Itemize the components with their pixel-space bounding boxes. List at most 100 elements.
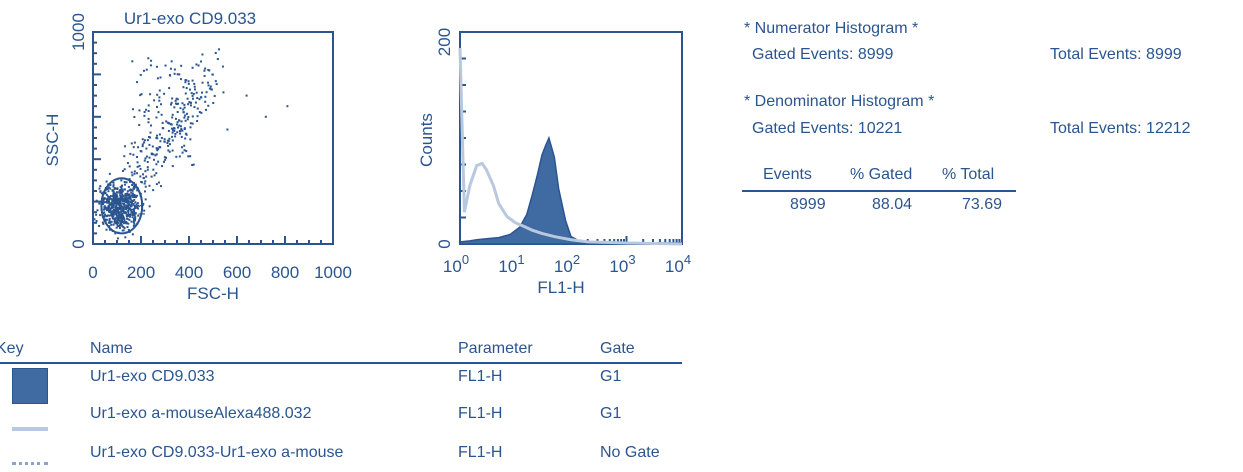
scatter-point <box>171 149 174 152</box>
scatter-point <box>128 165 131 168</box>
scatter-point <box>115 206 118 209</box>
scatter-y-tick-label: 0 <box>69 239 88 248</box>
key-row-1-gate: G1 <box>600 368 622 385</box>
scatter-point <box>105 180 108 183</box>
scatter-point <box>102 222 105 225</box>
scatter-point <box>124 211 127 214</box>
scatter-point <box>140 180 143 183</box>
scatter-point <box>119 216 122 219</box>
scatter-point <box>163 156 166 159</box>
scatter-point <box>118 225 121 228</box>
scatter-point <box>131 174 134 177</box>
scatter-point <box>177 102 180 105</box>
scatter-point <box>120 186 123 189</box>
scatter-point <box>122 208 125 211</box>
scatter-point <box>112 195 115 198</box>
scatter-point <box>112 215 115 218</box>
scatter-point <box>168 137 171 140</box>
scatter-point <box>187 80 190 83</box>
scatter-title: Ur1-exo CD9.033 <box>124 9 256 28</box>
scatter-point <box>123 183 126 186</box>
scatter-point <box>125 214 128 217</box>
scatter-point <box>124 194 127 197</box>
scatter-point <box>126 206 129 209</box>
scatter-point <box>133 170 136 173</box>
scatter-point <box>115 221 118 224</box>
scatter-point <box>130 220 133 223</box>
scatter-point <box>133 205 136 208</box>
scatter-point <box>124 222 127 225</box>
scatter-point <box>120 222 123 225</box>
scatter-point <box>105 209 108 212</box>
numerator-title: * Numerator Histogram * <box>744 20 919 37</box>
scatter-point <box>127 213 130 216</box>
scatter-point <box>144 170 147 173</box>
scatter-point <box>112 185 115 188</box>
scatter-point <box>207 68 210 71</box>
scatter-point <box>201 91 204 94</box>
scatter-point <box>134 216 137 219</box>
scatter-point <box>153 174 156 177</box>
histogram-series <box>458 47 683 246</box>
scatter-point <box>185 133 188 136</box>
scatter-point <box>183 144 186 147</box>
numerator-gated: Gated Events: 8999 <box>752 46 894 63</box>
scatter-point <box>184 119 187 122</box>
scatter-point <box>180 135 183 138</box>
scatter-point <box>128 213 131 216</box>
scatter-point <box>181 151 184 154</box>
scatter-point <box>194 101 197 104</box>
scatter-point <box>155 147 158 150</box>
scatter-point <box>152 158 155 161</box>
scatter-point <box>155 65 158 68</box>
scatter-point <box>135 203 138 206</box>
scatter-point <box>187 115 190 118</box>
scatter-point <box>194 88 197 91</box>
scatter-point <box>208 87 211 90</box>
scatter-point <box>117 211 120 214</box>
scatter-x-tick-labels: 0 200 400 600 800 1000 <box>88 263 352 282</box>
scatter-point <box>148 205 151 208</box>
scatter-point <box>196 120 199 123</box>
scatter-point <box>131 199 134 202</box>
scatter-point <box>137 204 140 207</box>
scatter-point <box>143 182 146 185</box>
scatter-point <box>133 211 136 214</box>
scatter-point <box>143 141 146 144</box>
scatter-point <box>114 198 117 201</box>
scatter-point <box>130 142 133 145</box>
scatter-point <box>140 93 143 96</box>
histogram-plot: 100 101 102 103 104 0 200 FL1-H Counts <box>417 28 691 297</box>
scatter-point <box>109 207 112 210</box>
scatter-point <box>112 203 115 206</box>
scatter-point <box>137 214 140 217</box>
scatter-point <box>166 121 169 124</box>
scatter-point <box>264 115 267 118</box>
scatter-point <box>179 130 182 133</box>
scatter-point <box>174 102 177 105</box>
gate-r1-label: R1 <box>127 201 146 218</box>
scatter-point <box>187 82 190 85</box>
scatter-point <box>149 64 152 67</box>
scatter-point <box>207 104 210 107</box>
scatter-point <box>210 88 213 91</box>
scatter-point <box>189 138 192 141</box>
scatter-point <box>124 236 127 239</box>
scatter-point <box>186 97 189 100</box>
denominator-title: * Denominator Histogram * <box>744 93 935 110</box>
scatter-point <box>187 155 190 158</box>
scatter-point <box>128 193 131 196</box>
scatter-point <box>108 219 111 222</box>
scatter-point <box>128 207 131 210</box>
scatter-point <box>134 212 137 215</box>
scatter-point <box>149 93 152 96</box>
scatter-point <box>108 208 111 211</box>
scatter-point <box>95 220 98 223</box>
scatter-point <box>115 226 118 229</box>
scatter-point <box>109 187 112 190</box>
scatter-point <box>134 195 137 198</box>
scatter-point <box>126 200 129 203</box>
scatter-point <box>176 123 179 126</box>
scatter-point <box>118 219 121 222</box>
scatter-point <box>211 73 214 76</box>
